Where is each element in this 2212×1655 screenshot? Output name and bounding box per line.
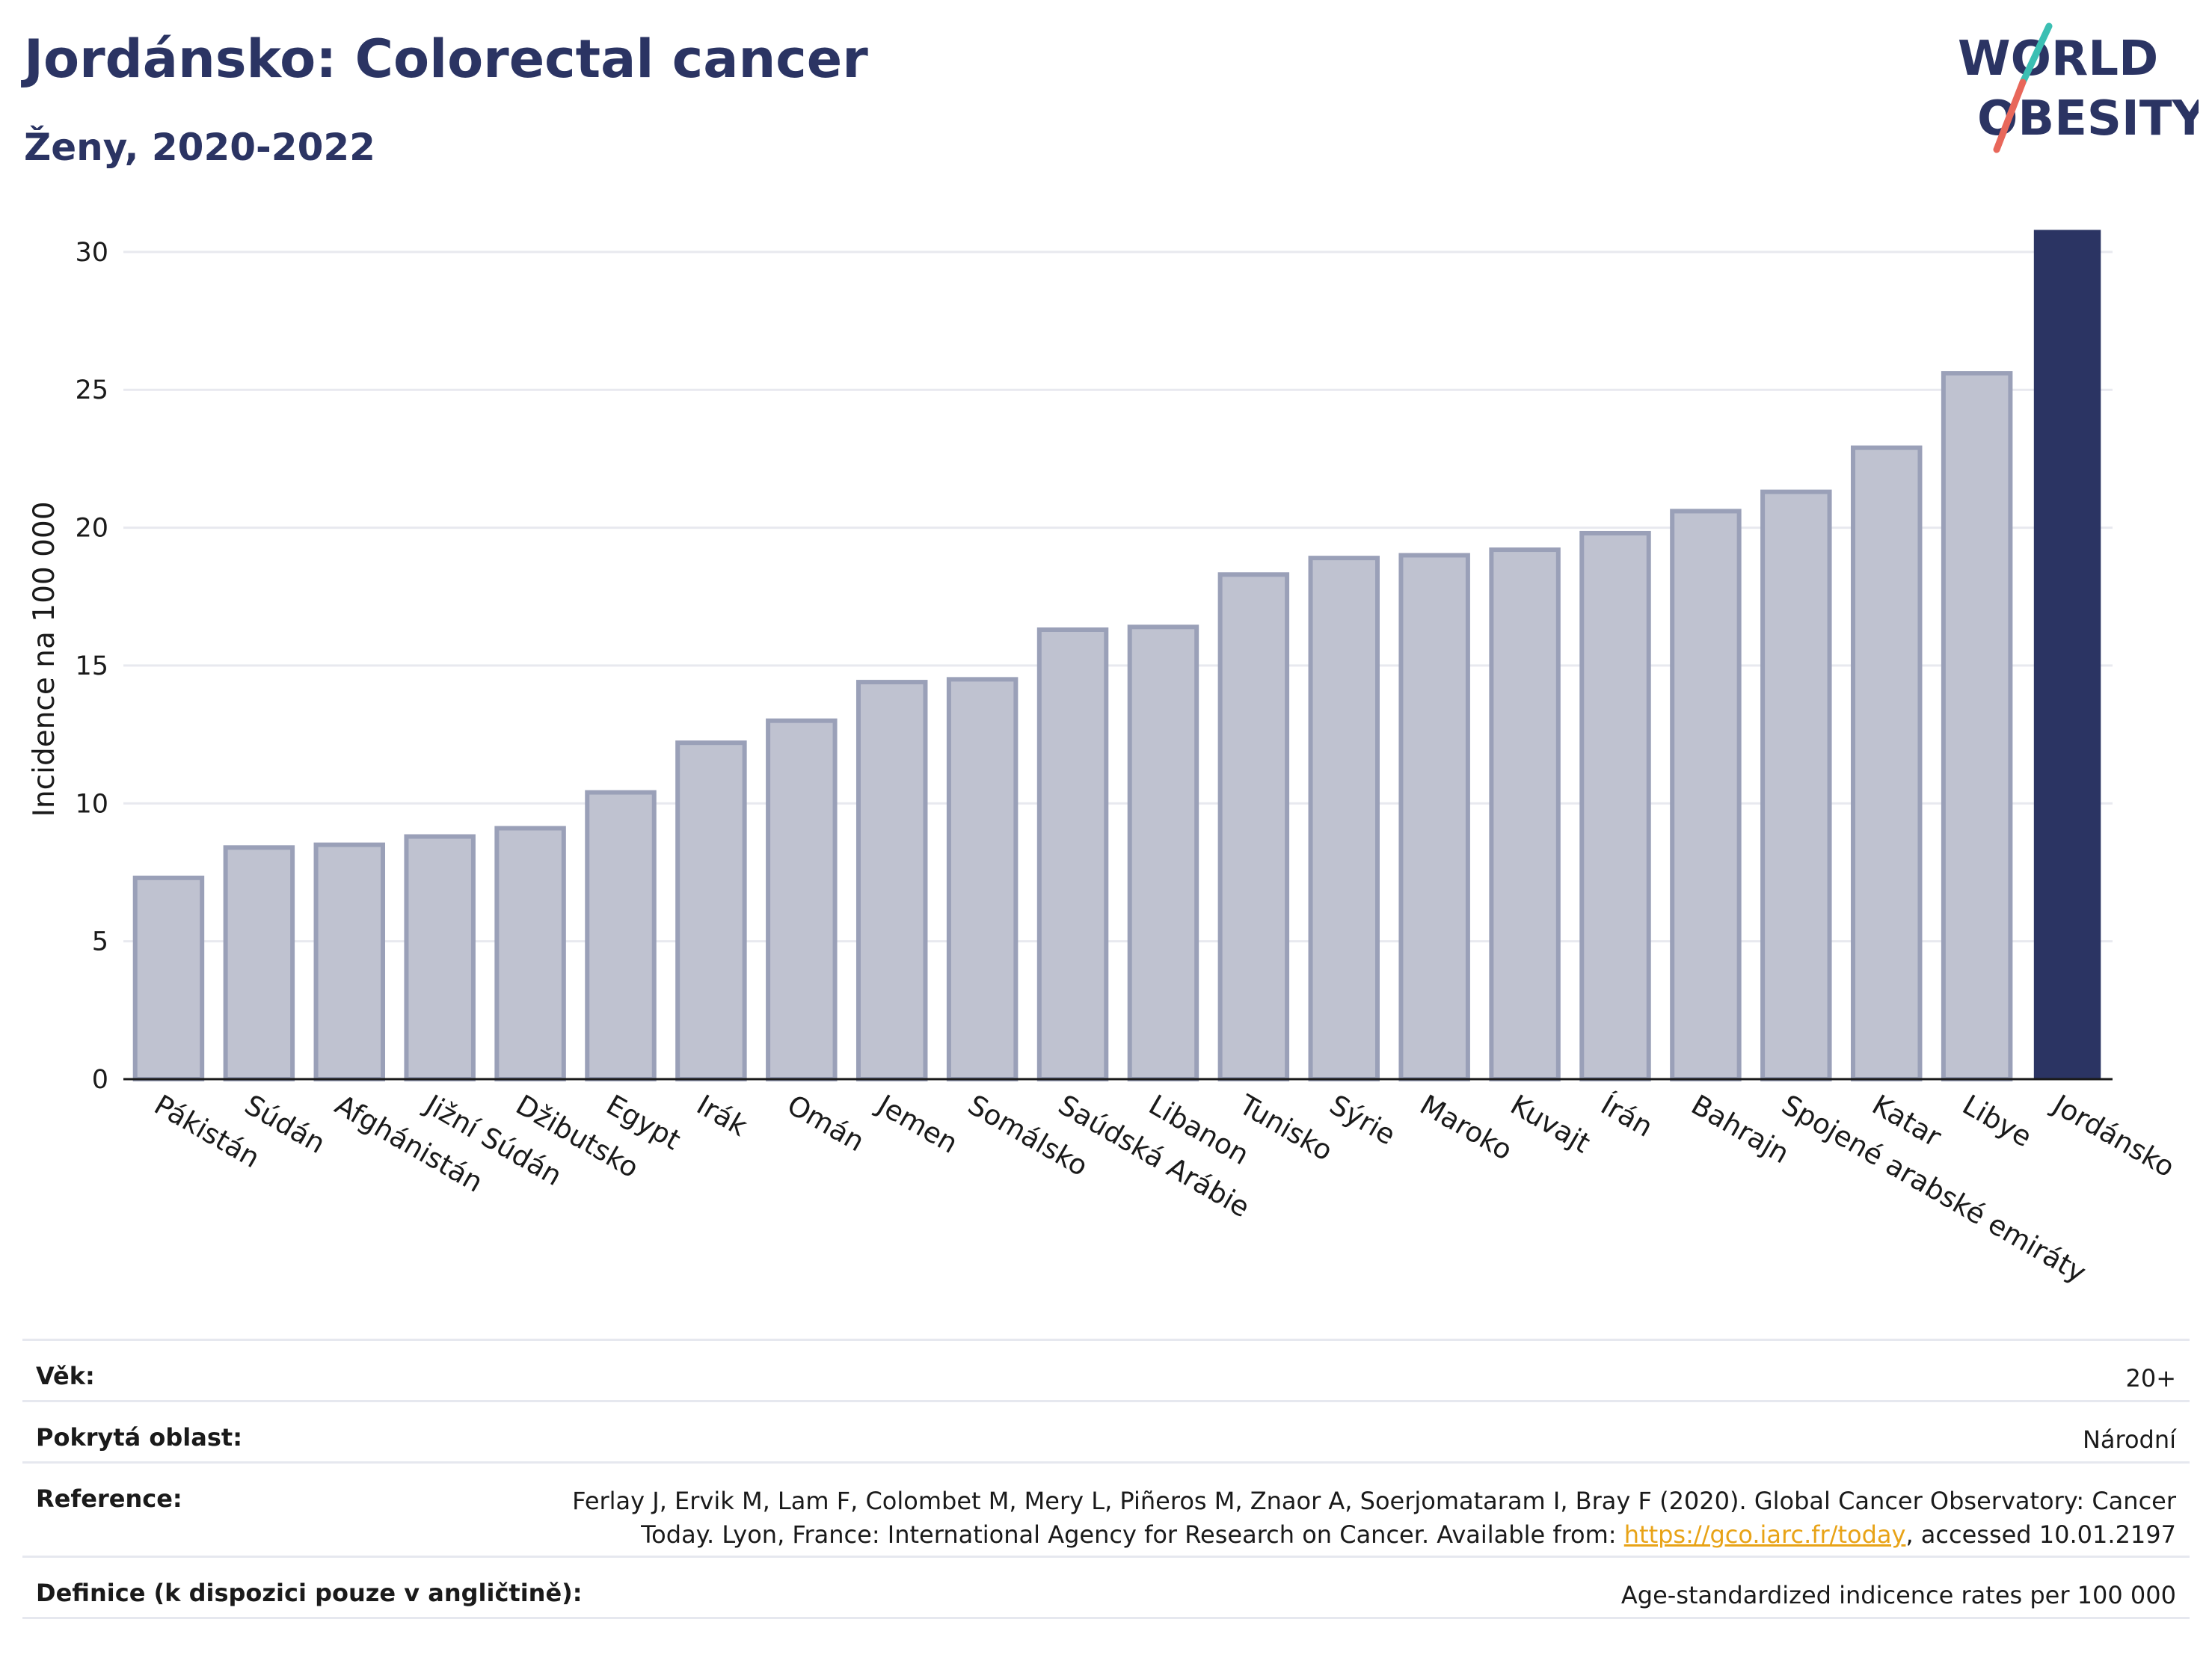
y-tick-label: 10: [75, 789, 108, 819]
info-row-definition: Definice (k dispozici pouze v angličtině…: [22, 1556, 2190, 1619]
bar: [1489, 547, 1561, 1081]
bar: [1850, 445, 1923, 1081]
bar: [675, 740, 747, 1081]
logo-slash-bottom: [1993, 79, 2027, 153]
x-tick-label: Maroko: [1415, 1089, 1518, 1167]
bar: [1579, 530, 1651, 1081]
bar-layer: [132, 230, 2101, 1082]
info-row-coverage: Pokrytá oblast: Národní: [22, 1400, 2190, 1464]
y-tick-label: 15: [75, 651, 108, 681]
info-value-age: 20+: [2125, 1364, 2176, 1393]
bar: [313, 842, 386, 1082]
x-tick-label: Írán: [1596, 1088, 1659, 1143]
bar: [946, 677, 1019, 1081]
bar: [223, 845, 295, 1081]
x-tick-label: Jemen: [870, 1088, 963, 1160]
y-tick-label: 0: [92, 1065, 108, 1095]
info-value-definition: Age-standardized indicence rates per 100…: [1620, 1581, 2176, 1609]
reference-line1: Ferlay J, Ervik M, Lam F, Colombet M, Me…: [572, 1487, 2176, 1515]
bar: [1308, 556, 1380, 1081]
bar: [1217, 572, 1290, 1081]
reference-line2-post: , accessed 10.01.2197: [1905, 1520, 2176, 1549]
y-tick-label: 30: [75, 238, 108, 268]
info-label-age: Věk:: [36, 1362, 95, 1390]
bar: [855, 680, 928, 1081]
info-value-coverage: Národní: [2082, 1425, 2176, 1454]
bar: [132, 875, 205, 1081]
info-label-coverage: Pokrytá oblast:: [36, 1423, 242, 1452]
bar: [1941, 371, 2013, 1082]
x-tick-label: Tunisko: [1233, 1088, 1338, 1167]
bar: [1760, 489, 1832, 1081]
x-tick-label: Irák: [691, 1089, 753, 1143]
x-tick-label: Libye: [1957, 1089, 2037, 1154]
bar: [766, 718, 838, 1081]
x-tick-label: Bahrajn: [1686, 1089, 1794, 1170]
y-tick-layer: 0 5 10 15 20 25 30: [75, 238, 108, 1095]
info-row-age: Věk: 20+: [22, 1339, 2190, 1402]
bar: [1398, 553, 1470, 1081]
bar-chart: 0 5 10 15 20 25 30 PákistánSúdánAfghánistánJiž…: [28, 230, 2180, 1289]
bar: [1670, 509, 1742, 1081]
y-tick-label: 20: [75, 514, 108, 544]
x-tick-label: Jordánsko: [2046, 1088, 2180, 1184]
logo-slash-top: [2019, 22, 2053, 86]
x-tick-label: Kuvajt: [1505, 1089, 1596, 1160]
reference-line2-pre: Today. Lyon, France: International Agenc…: [641, 1520, 1624, 1549]
logo-line1: WORLD: [1958, 31, 2158, 87]
bar: [1036, 627, 1109, 1081]
info-row-reference: Reference: Ferlay J, Ervik M, Lam F, Col…: [22, 1461, 2190, 1558]
x-tick-label: Omán: [781, 1089, 870, 1158]
bar: [404, 834, 476, 1082]
bar: [494, 826, 566, 1082]
bar: [585, 790, 657, 1082]
info-value-reference: Ferlay J, Ervik M, Lam F, Colombet M, Me…: [572, 1484, 2176, 1552]
y-tick-label: 25: [75, 375, 108, 405]
chart-title: Jordánsko: Colorectal cancer: [24, 28, 868, 90]
bar: [2033, 230, 2101, 1079]
info-label-reference: Reference:: [36, 1484, 182, 1513]
info-table-bottom-border: [22, 1617, 2190, 1619]
world-obesity-logo: WORLD OBESITY: [1958, 22, 2199, 153]
info-label-definition: Definice (k dispozici pouze v angličtině…: [36, 1579, 583, 1607]
y-axis-label: Incidence na 100 000: [28, 501, 61, 817]
y-tick-label: 5: [92, 927, 108, 957]
reference-line2: Today. Lyon, France: International Agenc…: [572, 1518, 2176, 1552]
chart-subtitle: Ženy, 2020-2022: [24, 126, 375, 169]
bar: [1127, 624, 1199, 1081]
reference-link[interactable]: https://gco.iarc.fr/today: [1623, 1520, 1906, 1549]
